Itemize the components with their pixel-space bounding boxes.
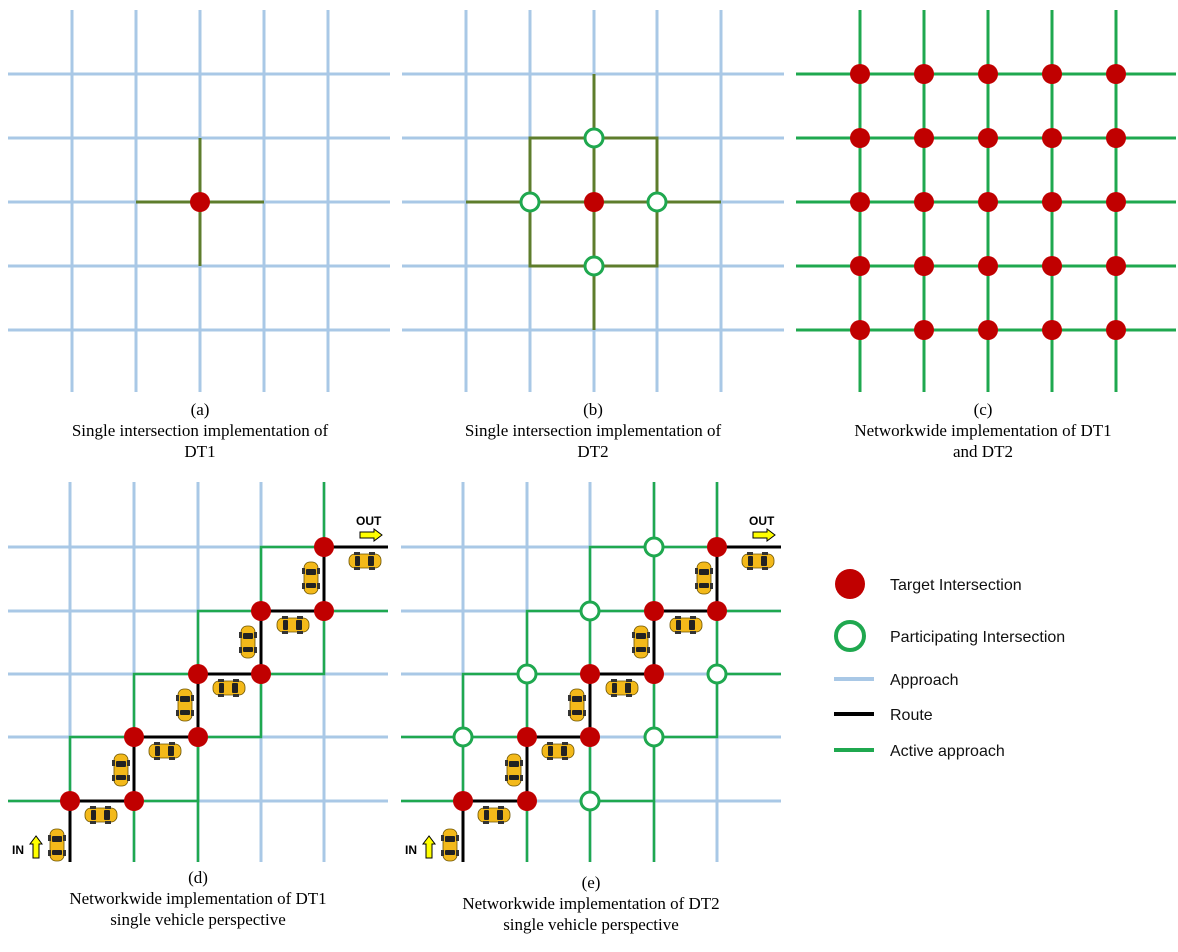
panel-c-caption-line1: Networkwide implementation of DT1 (854, 421, 1112, 440)
panel-b-caption: (b) Single intersection implementation o… (393, 399, 793, 462)
panel-a-caption-line2: DT1 (184, 442, 216, 461)
panel-d-diagram: IN OUT (8, 482, 388, 862)
in-label: IN (12, 843, 24, 857)
panel-e-diagram: IN OUT (401, 482, 781, 862)
panel-e-caption-line1: Networkwide implementation of DT2 (462, 894, 720, 913)
participating-intersection (519, 191, 541, 213)
car-icon (175, 688, 195, 722)
panel-a-diagram (8, 10, 390, 392)
panel-e-participating-intersections (452, 536, 728, 812)
car-icon (84, 805, 118, 825)
out-label: OUT (356, 514, 382, 528)
car-icon (440, 828, 460, 862)
car-icon (148, 741, 182, 761)
legend-target-label: Target Intersection (890, 577, 1022, 594)
panel-a-letter: (a) (190, 400, 210, 419)
legend-route-label: Route (890, 707, 933, 724)
car-icon (504, 753, 524, 787)
panel-c-letter: (c) (973, 400, 993, 419)
out-arrow-icon (752, 528, 776, 542)
panel-e-caption-line2: single vehicle perspective (503, 915, 679, 934)
panel-e-caption: (e) Networkwide implementation of DT2 si… (393, 872, 789, 935)
car-icon (238, 625, 258, 659)
panel-c-caption-line2: and DT2 (953, 442, 1013, 461)
car-icon (694, 561, 714, 595)
panel-c-caption: (c) Networkwide implementation of DT1 an… (788, 399, 1178, 462)
panel-b-caption-line1: Single intersection implementation of (464, 421, 722, 440)
participating-intersection (583, 255, 605, 277)
car-icon (741, 551, 775, 571)
panel-c-diagram (796, 10, 1176, 392)
panel-c-target-intersections (850, 64, 1126, 340)
panel-d-caption: (d) Networkwide implementation of DT1 si… (0, 867, 396, 930)
car-icon (541, 741, 575, 761)
in-arrow-icon (422, 835, 436, 859)
legend-approach-label: Approach (890, 672, 959, 689)
panel-d-vehicles (47, 551, 382, 862)
panel-b-letter: (b) (583, 400, 603, 419)
panel-d-letter: (d) (188, 868, 208, 887)
car-icon (631, 625, 651, 659)
car-icon (301, 561, 321, 595)
car-icon (605, 678, 639, 698)
out-label: OUT (749, 514, 775, 528)
car-icon (47, 828, 67, 862)
participating-intersection (646, 191, 668, 213)
panel-e-letter: (e) (581, 873, 601, 892)
legend-active-label: Active approach (890, 743, 1005, 760)
legend-participating-swatch (834, 620, 866, 652)
panel-a-target-intersection (190, 192, 210, 212)
car-icon (348, 551, 382, 571)
participating-intersection (583, 127, 605, 149)
panel-d-target-intersections (60, 537, 334, 811)
in-arrow-icon (29, 835, 43, 859)
panel-d-caption-line1: Networkwide implementation of DT1 (69, 889, 327, 908)
panel-a-caption: (a) Single intersection implementation o… (0, 399, 400, 462)
car-icon (567, 688, 587, 722)
panel-e-target-intersections (453, 537, 727, 811)
legend-participating-label: Participating Intersection (890, 629, 1065, 646)
out-arrow-icon (359, 528, 383, 542)
car-icon (212, 678, 246, 698)
car-icon (669, 615, 703, 635)
panel-d-caption-line2: single vehicle perspective (110, 910, 286, 929)
panel-e-vehicles (440, 551, 775, 862)
panel-e-route (461, 545, 781, 862)
panel-b-target-intersection (584, 192, 604, 212)
car-icon (111, 753, 131, 787)
car-icon (477, 805, 511, 825)
panel-b-diagram (402, 10, 784, 392)
car-icon (276, 615, 310, 635)
panel-b-participating-intersections (519, 127, 668, 277)
panel-d-route (68, 545, 388, 862)
legend-target-swatch (835, 569, 865, 599)
panel-a-caption-line1: Single intersection implementation of (71, 421, 329, 440)
panel-b-caption-line2: DT2 (577, 442, 609, 461)
legend: Target Intersection Participating Inters… (834, 569, 1065, 760)
in-label: IN (405, 843, 417, 857)
